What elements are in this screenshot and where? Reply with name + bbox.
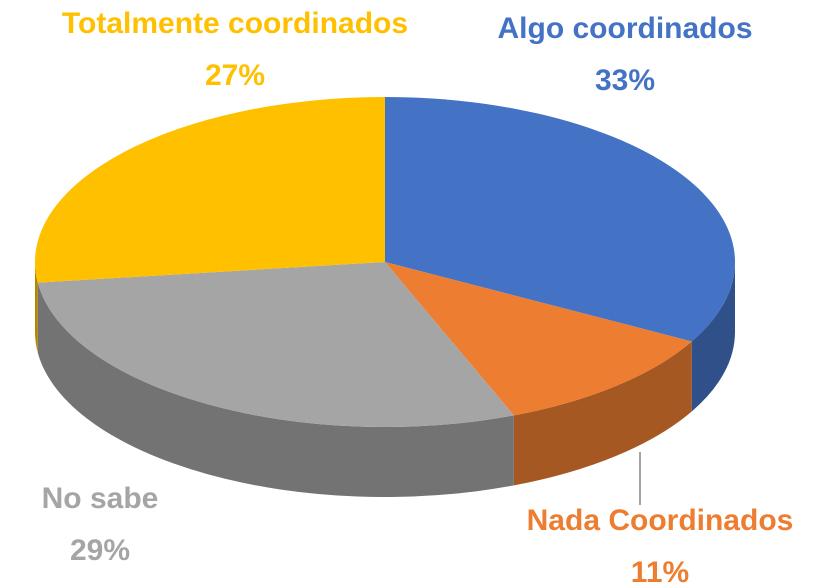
category-label: Nada Coordinados bbox=[527, 504, 794, 537]
value-label: 29% bbox=[70, 534, 130, 567]
category-label: No sabe bbox=[42, 482, 159, 515]
slice bbox=[37, 262, 514, 428]
category-label: Algo coordinados bbox=[498, 12, 753, 45]
slice bbox=[385, 97, 735, 342]
slice-side bbox=[37, 282, 514, 497]
slice bbox=[385, 262, 692, 416]
value-label: 33% bbox=[595, 64, 655, 97]
category-label: Totalmente coordinados bbox=[62, 7, 408, 40]
value-label: 27% bbox=[205, 59, 265, 92]
value-label: 11% bbox=[631, 556, 689, 586]
slice bbox=[34, 97, 385, 283]
slice-side bbox=[691, 262, 735, 412]
slice-side bbox=[513, 341, 692, 486]
slice-side bbox=[35, 262, 38, 353]
